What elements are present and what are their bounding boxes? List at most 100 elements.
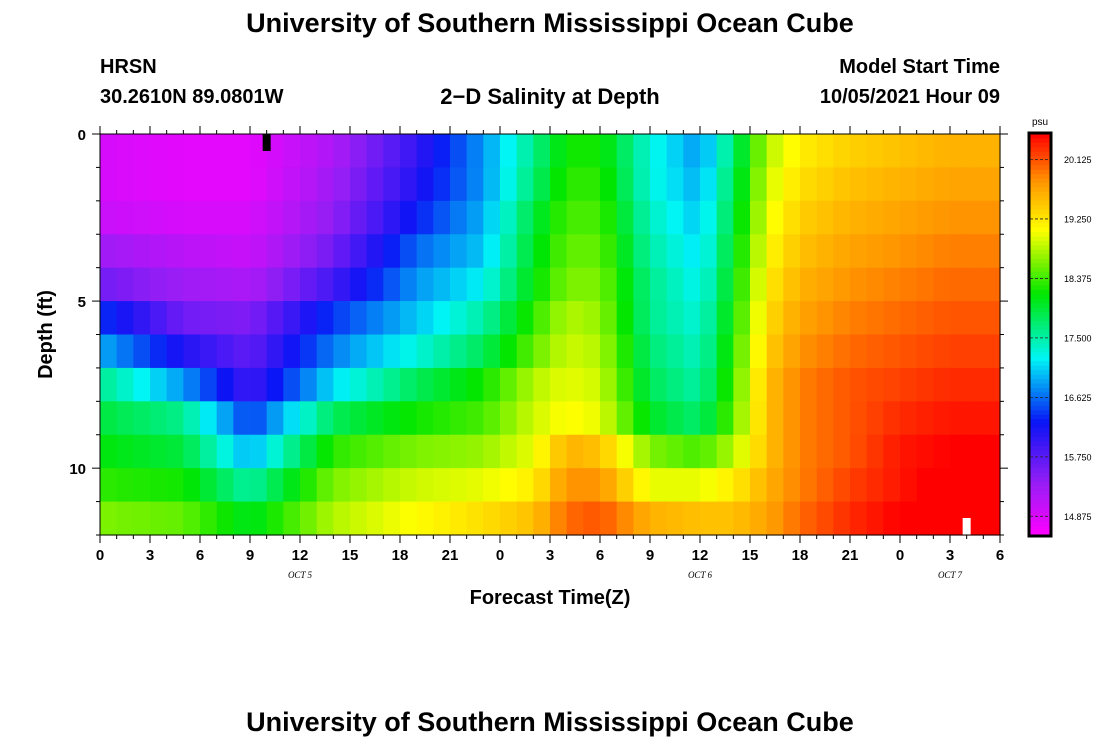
x-tick-label: 12 — [292, 547, 309, 564]
heatmap-cell — [366, 234, 384, 269]
heatmap-cell — [733, 234, 751, 269]
heatmap-cell — [833, 501, 851, 536]
heatmap-cell — [650, 501, 668, 536]
heatmap-cell — [750, 301, 768, 336]
x-tick-label: 6 — [996, 547, 1004, 564]
heatmap-cell — [583, 267, 601, 302]
heatmap-cell — [383, 134, 401, 169]
x-tick-label: 15 — [342, 547, 359, 564]
heatmap-cell — [383, 401, 401, 436]
heatmap-cell — [516, 334, 534, 369]
heatmap-cell — [216, 501, 234, 536]
heatmap-cell — [900, 167, 918, 202]
heatmap-cell — [983, 334, 1001, 369]
heatmap-cell — [350, 501, 368, 536]
heatmap-cell — [233, 301, 251, 336]
y-tick-label: 0 — [78, 127, 86, 144]
heatmap-cell — [416, 301, 434, 336]
heatmap-cell — [450, 401, 468, 436]
colorbar-segment — [1030, 142, 1050, 148]
heatmap-cell — [950, 468, 968, 503]
heatmap-cell — [133, 401, 151, 436]
heatmap-cell — [500, 301, 518, 336]
heatmap-cell — [550, 434, 568, 469]
colorbar-segment — [1030, 383, 1050, 389]
heatmap-cell — [550, 334, 568, 369]
heatmap-cell — [383, 468, 401, 503]
heatmap-cell — [966, 234, 984, 269]
heatmap-cell — [616, 401, 634, 436]
heatmap-cell — [850, 401, 868, 436]
heatmap-cell — [850, 434, 868, 469]
heatmap-cell — [800, 501, 818, 536]
heatmap-cell — [366, 167, 384, 202]
heatmap-cell — [133, 468, 151, 503]
heatmap-cell — [216, 434, 234, 469]
heatmap-cell — [766, 367, 784, 402]
heatmap-cell — [800, 367, 818, 402]
salinity-chart: 0 3 6 9 12 15 18 21 0 3 6 9 12 15 18 21 0 3 6 OCT 5 OCT 6 OCT… — [35, 117, 1092, 609]
heatmap-cell — [716, 134, 734, 169]
heatmap-cell — [866, 401, 884, 436]
station-name: HRSN — [100, 56, 157, 78]
colorbar-segment — [1030, 387, 1050, 394]
colorbar-segment — [1030, 472, 1050, 478]
heatmap-cell — [200, 434, 218, 469]
heatmap-cell — [450, 468, 468, 503]
heatmap-cell — [216, 167, 234, 202]
heatmap-cell — [883, 301, 901, 336]
heatmap-cell — [350, 267, 368, 302]
heatmap-cell — [983, 434, 1001, 469]
heatmap-cell — [450, 200, 468, 235]
heatmap-cell — [716, 301, 734, 336]
heatmap-cell — [483, 200, 501, 235]
heatmap-cell — [333, 134, 351, 169]
heatmap-cell — [566, 401, 584, 436]
colorbar-segment — [1030, 436, 1050, 443]
heatmap-cell — [183, 200, 201, 235]
heatmap-cell — [700, 434, 718, 469]
heatmap-cell — [900, 468, 918, 503]
heatmap-cell — [250, 334, 268, 369]
heatmap-cell — [500, 367, 518, 402]
station-coordinates: 30.2610N 89.0801W — [100, 86, 284, 108]
heatmap-cell — [600, 301, 618, 336]
heatmap-cell — [733, 301, 751, 336]
heatmap-cell — [650, 401, 668, 436]
heatmap-cell — [783, 434, 801, 469]
heatmap-cell — [883, 401, 901, 436]
heatmap-cell — [283, 434, 301, 469]
heatmap-cell — [483, 401, 501, 436]
heatmap-cell — [200, 367, 218, 402]
heatmap-cell — [800, 134, 818, 169]
heatmap-cell — [933, 434, 951, 469]
heatmap-cell — [433, 468, 451, 503]
heatmap-cell — [466, 134, 484, 169]
heatmap-cell — [833, 134, 851, 169]
heatmap-cell — [933, 267, 951, 302]
page-title: University of Southern Mississippi Ocean… — [246, 8, 854, 38]
heatmap-cell — [950, 434, 968, 469]
heatmap-cell — [650, 134, 668, 169]
heatmap-cell — [433, 234, 451, 269]
heatmap-cell — [216, 200, 234, 235]
heatmap-cell — [233, 501, 251, 536]
heatmap-cell — [583, 401, 601, 436]
heatmap-cell — [733, 334, 751, 369]
heatmap-cell — [416, 401, 434, 436]
heatmap-cell — [483, 167, 501, 202]
heatmap-cell — [400, 434, 418, 469]
colorbar-segment — [1030, 294, 1050, 300]
heatmap-cell — [933, 134, 951, 169]
heatmap-cell — [866, 301, 884, 336]
heatmap-cell — [816, 200, 834, 235]
colorbar-segment — [1030, 321, 1050, 327]
heatmap-cell — [700, 367, 718, 402]
heatmap-cell — [566, 334, 584, 369]
heatmap-cell — [850, 367, 868, 402]
heatmap-cell — [433, 501, 451, 536]
colorbar-segment — [1030, 281, 1050, 287]
heatmap-cell — [366, 200, 384, 235]
heatmap-cell — [966, 434, 984, 469]
heatmap-cell — [200, 134, 218, 169]
